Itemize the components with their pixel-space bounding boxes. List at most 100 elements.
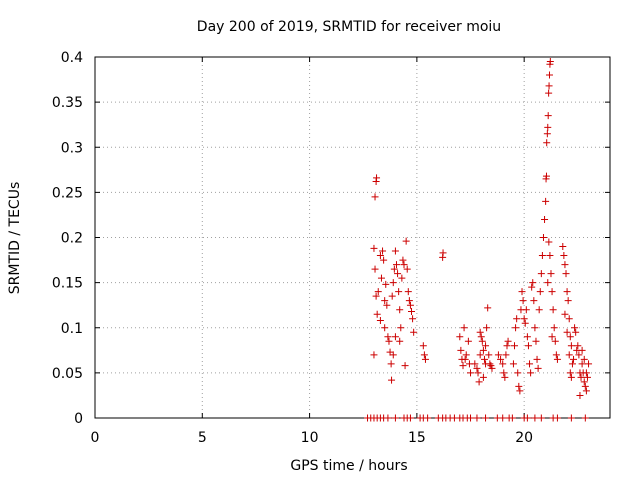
data-point: [578, 360, 586, 368]
data-point: [391, 333, 399, 341]
data-point: [539, 234, 547, 241]
data-point: [502, 351, 510, 359]
data-point: [509, 360, 517, 368]
data-point: [370, 244, 378, 252]
data-point: [373, 310, 381, 318]
data-point: [563, 288, 571, 296]
x-tick-label: 0: [91, 430, 100, 446]
data-point: [480, 355, 488, 363]
data-point: [567, 342, 575, 350]
data-point: [394, 270, 402, 278]
data-point: [476, 328, 484, 336]
data-point: [406, 414, 414, 422]
data-point: [499, 360, 507, 368]
data-point: [583, 373, 591, 381]
data-point: [479, 373, 487, 381]
data-point: [385, 337, 393, 345]
data-point: [372, 292, 380, 300]
data-point: [420, 351, 428, 359]
data-point: [439, 249, 447, 257]
data-point: [379, 247, 387, 255]
data-point: [500, 369, 508, 377]
data-point: [582, 369, 590, 377]
data-point: [536, 288, 544, 296]
data-point: [543, 130, 551, 138]
data-point: [409, 315, 417, 323]
data-point: [384, 333, 392, 341]
data-point: [371, 265, 379, 273]
data-point: [516, 387, 524, 395]
y-tick-label: 0.35: [52, 95, 83, 111]
data-point: [380, 256, 388, 264]
data-point: [578, 346, 586, 354]
data-point: [580, 355, 588, 363]
data-point: [456, 333, 464, 341]
data-point: [574, 342, 582, 350]
data-point: [565, 315, 573, 323]
data-point: [549, 306, 557, 314]
data-point: [508, 414, 516, 422]
data-point: [399, 256, 407, 264]
data-point: [547, 270, 555, 278]
data-point: [381, 297, 389, 305]
data-point: [397, 324, 405, 332]
x-tick-label: 15: [408, 430, 426, 446]
data-point: [585, 360, 593, 368]
data-point: [545, 82, 553, 90]
data-point: [532, 337, 540, 345]
axis-ticks: 0 5 10 15 20 0 0.05 0.1 0.15 0.2 0.25 0.3 0.35 0.4: [52, 50, 610, 446]
data-point: [515, 382, 523, 390]
data-point: [391, 414, 399, 422]
y-tick-label: 0.4: [61, 50, 83, 66]
data-point: [581, 414, 589, 422]
data-point: [408, 308, 416, 316]
data-point: [398, 274, 406, 282]
data-point: [396, 306, 404, 314]
data-point: [482, 342, 490, 350]
data-point: [534, 364, 542, 372]
data-point: [499, 414, 507, 422]
data-point: [568, 360, 576, 368]
data-point: [550, 324, 558, 332]
data-point: [461, 355, 469, 363]
data-point: [533, 355, 541, 363]
data-point: [376, 252, 384, 260]
data-point: [389, 351, 397, 359]
data-point: [567, 373, 575, 381]
data-point: [467, 369, 475, 377]
data-point: [482, 414, 490, 422]
data-point: [400, 261, 408, 269]
data-point: [582, 387, 590, 395]
data-point: [544, 112, 552, 120]
data-point: [580, 378, 588, 386]
data-point: [381, 324, 389, 332]
data-point: [475, 378, 483, 386]
x-axis-label: GPS time / hours: [290, 458, 407, 474]
data-point: [371, 193, 379, 201]
data-point: [387, 360, 395, 368]
data-point: [419, 342, 427, 350]
data-point: [382, 280, 390, 288]
data-point: [576, 391, 584, 399]
data-point: [526, 360, 534, 368]
data-point: [520, 315, 528, 323]
data-point: [482, 360, 490, 368]
data-point: [552, 351, 560, 359]
data-point: [504, 337, 512, 345]
data-point: [571, 324, 579, 332]
data-point: [459, 362, 467, 370]
data-point: [570, 355, 578, 363]
data-point: [545, 238, 553, 246]
data-point: [538, 252, 546, 260]
data-point: [402, 237, 410, 245]
x-tick-label: 5: [198, 430, 207, 446]
data-point: [524, 342, 532, 350]
data-point: [467, 414, 475, 422]
y-tick-label: 0.05: [52, 366, 83, 382]
data-point: [548, 333, 556, 341]
data-point: [567, 414, 575, 422]
y-tick-label: 0.3: [61, 140, 83, 156]
data-point: [562, 270, 570, 278]
data-point: [377, 274, 385, 282]
